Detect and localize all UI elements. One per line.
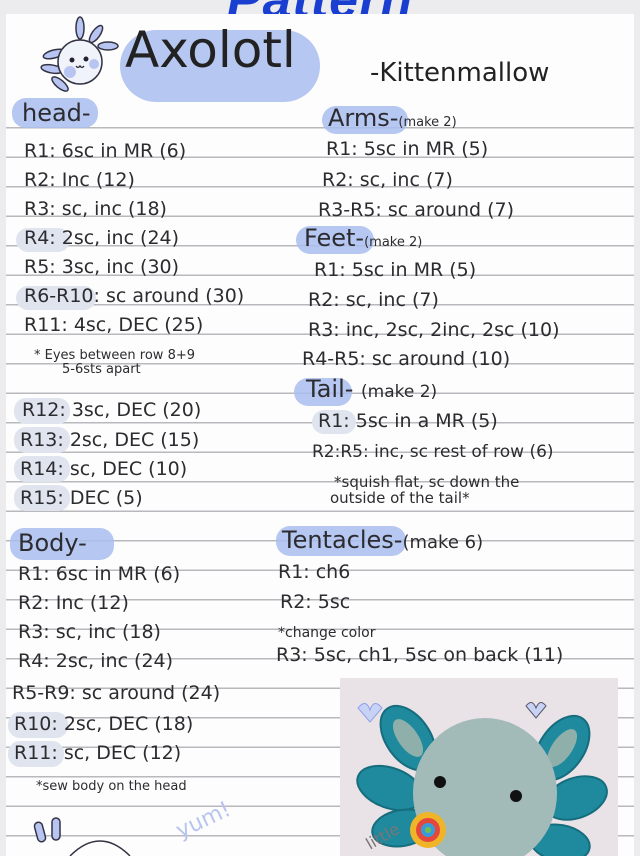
feet-row: R1: 5sc in MR (5) (314, 259, 477, 281)
arms-row: R3-R5: sc around (7) (318, 199, 515, 221)
body-note: *sew body on the head (36, 779, 187, 794)
feet-row: R4-R5: sc around (10) (302, 348, 511, 370)
body-row: R11: sc, DEC (12) (14, 742, 182, 764)
tentacles-row: R1: ch6 (278, 561, 351, 583)
body-row: R10: 2sc, DEC (18) (14, 713, 194, 735)
arms-row: R2: sc, inc (7) (322, 169, 453, 191)
tail-note: outside of the tail* (330, 489, 470, 507)
head-row: R13: 2sc, DEC (15) (20, 429, 200, 451)
body-heading: Body- (18, 529, 87, 557)
head-row: R11: 4sc, DEC (25) (24, 314, 204, 336)
tail-make-count: (make 2) (361, 382, 438, 402)
tail-note: *squish flat, sc down the (334, 473, 520, 491)
author: -Kittenmallow (370, 58, 550, 88)
tail-title: Tail- (306, 375, 354, 403)
tentacles-note: *change color (278, 625, 376, 641)
arms-title: Arms- (328, 104, 399, 132)
body-row: R1: 6sc in MR (6) (18, 563, 181, 585)
tail-row: R2:R5: inc, sc rest of row (6) (312, 442, 554, 462)
feet-row: R3: inc, 2sc, 2inc, 2sc (10) (308, 319, 560, 341)
head-row: R6-R10: sc around (30) (24, 285, 245, 307)
head-row: R2: Inc (12) (24, 169, 135, 191)
axolotl-photo: little (340, 678, 618, 856)
feet-title: Feet- (304, 224, 365, 252)
body-row: R2: Inc (12) (18, 592, 129, 614)
tentacles-row: R2: 5sc (280, 591, 351, 613)
arms-make-count: (make 2) (398, 115, 457, 130)
exclamation-doodle-icon (33, 817, 131, 856)
tail-heading: Tail- (make 2) (306, 377, 437, 404)
tentacles-title: Tentacles- (282, 526, 403, 554)
tentacles-row: R3: 5sc, ch1, 5sc on back (11) (276, 644, 564, 666)
head-row: R1: 6sc in MR (6) (24, 140, 187, 162)
head-row: R14: sc, DEC (10) (20, 458, 188, 480)
eyes-note: 5-6sts apart (62, 362, 141, 377)
head-row: R15: DEC (5) (20, 487, 143, 509)
tentacles-make-count: (make 6) (402, 532, 484, 553)
head-row: R4: 2sc, inc (24) (24, 227, 180, 249)
head-row: R5: 3sc, inc (30) (24, 256, 180, 278)
feet-row: R2: sc, inc (7) (308, 289, 439, 311)
arms-heading: Arms-(make 2) (328, 106, 457, 130)
feet-make-count: (make 2) (364, 235, 423, 250)
body-row: R3: sc, inc (18) (18, 621, 161, 643)
axolotl-doodle-icon (40, 16, 119, 92)
body-row: R4: 2sc, inc (24) (18, 650, 174, 672)
head-row: R3: sc, inc (18) (24, 198, 167, 220)
head-heading: head- (22, 99, 91, 127)
tentacles-heading: Tentacles-(make 6) (282, 528, 483, 555)
head-row: R12: 3sc, DEC (20) (22, 399, 202, 421)
feet-heading: Feet-(make 2) (304, 226, 422, 250)
body-row: R5-R9: sc around (24) (12, 682, 221, 704)
arms-row: R1: 5sc in MR (5) (326, 138, 489, 160)
pattern-title: Axolotl (125, 21, 296, 79)
tail-row: R1: 5sc in a MR (5) (318, 410, 498, 432)
eyes-note: * Eyes between row 8+9 (34, 348, 196, 363)
